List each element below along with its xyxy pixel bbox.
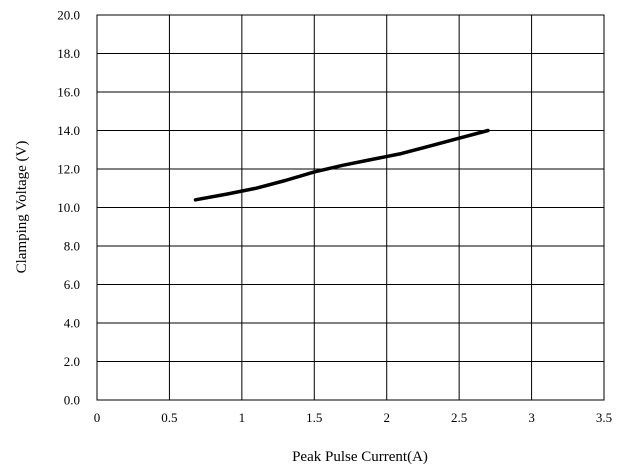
- x-tick-label: 0: [94, 410, 101, 425]
- y-tick-label: 0.0: [64, 393, 80, 408]
- x-tick-label: 2: [383, 410, 390, 425]
- x-axis-tick-labels: 0 0.5 1 1.5 2 2.5 3 3.5: [94, 410, 612, 425]
- y-tick-label: 14.0: [57, 123, 80, 138]
- y-axis-title: Clamping Voltage (V): [14, 141, 30, 274]
- x-tick-label: 2.5: [451, 410, 467, 425]
- x-tick-label: 0.5: [161, 410, 177, 425]
- y-tick-label: 16.0: [57, 85, 80, 100]
- series-group: [193, 128, 490, 202]
- x-axis-title: Peak Pulse Current(A): [292, 449, 428, 465]
- x-tick-label: 1: [239, 410, 246, 425]
- x-tick-label: 3: [528, 410, 535, 425]
- y-tick-label: 10.0: [57, 200, 80, 215]
- y-tick-label: 18.0: [57, 46, 80, 61]
- horizontal-gridlines: [97, 14, 604, 401]
- y-tick-label: 4.0: [64, 316, 80, 331]
- series-line: [193, 128, 490, 202]
- y-axis-tick-labels: 0.0 2.0 4.0 6.0 8.0 10.0 12.0 14.0 16.0 18.0 20.0: [57, 8, 80, 408]
- y-tick-label: 12.0: [57, 162, 80, 177]
- x-tick-label: 3.5: [596, 410, 612, 425]
- x-tick-label: 1.5: [306, 410, 322, 425]
- y-tick-label: 8.0: [64, 239, 80, 254]
- y-tick-label: 6.0: [64, 277, 80, 292]
- y-tick-label: 20.0: [57, 8, 80, 23]
- y-tick-label: 2.0: [64, 354, 80, 369]
- plot-area-border: [96, 14, 605, 401]
